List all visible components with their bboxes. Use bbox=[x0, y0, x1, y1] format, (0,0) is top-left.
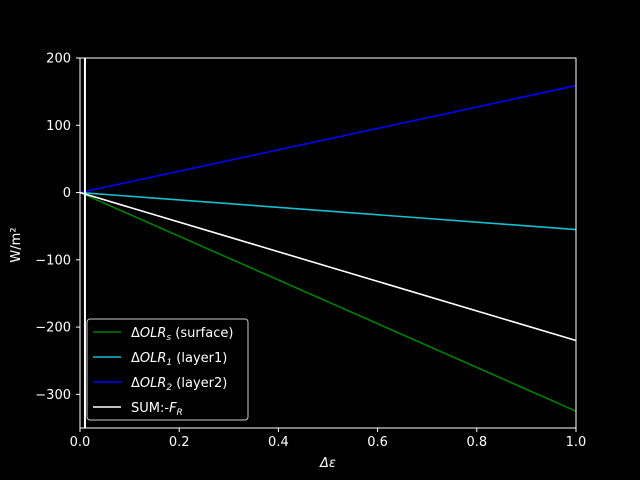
legend-box bbox=[86, 318, 249, 421]
x-tick-label: 1.0 bbox=[566, 435, 587, 450]
y-tick-label: −100 bbox=[35, 253, 71, 268]
x-axis-ticks: 0.0 0.2 0.4 0.6 0.8 1.0 bbox=[70, 428, 587, 450]
y-tick-label: 200 bbox=[46, 52, 71, 67]
series-line-4 bbox=[79, 191, 577, 342]
series-line-2 bbox=[79, 191, 577, 231]
legend-label-2: ΔOLR1 (layer1) bbox=[131, 351, 227, 368]
y-axis-label: W/m² bbox=[9, 227, 24, 262]
x-axis-label: Δε bbox=[319, 456, 336, 471]
legend-label-4: SUM:-FR bbox=[131, 401, 183, 418]
y-tick-label: 0 bbox=[63, 186, 71, 201]
series-line-3 bbox=[79, 84, 577, 194]
y-tick-label: 100 bbox=[46, 119, 71, 134]
legend-label-1: ΔOLRs (surface) bbox=[131, 326, 233, 343]
x-tick-label: 0.0 bbox=[70, 435, 91, 450]
legend: ΔOLRs (surface) ΔOLR1 (layer1) ΔOLR2 (laye… bbox=[86, 318, 249, 421]
x-tick-label: 0.4 bbox=[268, 435, 289, 450]
plot-frame bbox=[79, 57, 577, 429]
y-tick-label: −300 bbox=[35, 388, 71, 403]
y-axis-ticks: 200 100 0 −100 −200 −300 bbox=[35, 52, 80, 403]
series-line-1 bbox=[79, 191, 577, 412]
x-tick-label: 0.2 bbox=[169, 435, 190, 450]
x-tick-label: 0.8 bbox=[466, 435, 487, 450]
plot-lines bbox=[79, 84, 577, 412]
legend-label-3: ΔOLR2 (layer2) bbox=[131, 376, 227, 393]
y-tick-label: −200 bbox=[35, 321, 71, 336]
x-tick-label: 0.6 bbox=[367, 435, 388, 450]
